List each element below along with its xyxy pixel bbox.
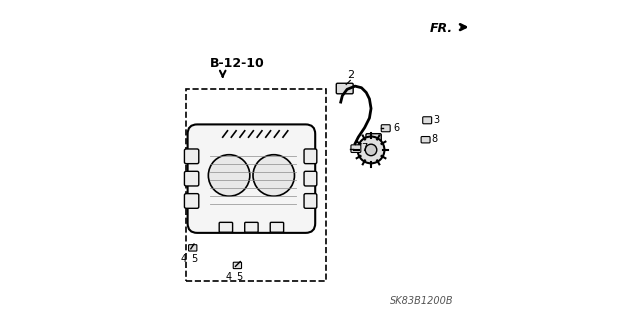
Text: SK83B1200B: SK83B1200B [390,296,454,306]
Text: 5: 5 [191,254,197,263]
FancyBboxPatch shape [184,171,199,186]
FancyBboxPatch shape [189,245,197,251]
Text: 7: 7 [362,143,368,153]
Text: 2: 2 [347,70,354,80]
FancyBboxPatch shape [366,134,381,143]
FancyBboxPatch shape [336,83,353,94]
Text: 4: 4 [226,272,232,282]
FancyBboxPatch shape [304,171,317,186]
Circle shape [365,144,377,156]
FancyBboxPatch shape [304,194,317,208]
Circle shape [358,137,385,163]
FancyBboxPatch shape [188,124,316,233]
FancyBboxPatch shape [304,149,317,164]
FancyBboxPatch shape [233,262,241,269]
Circle shape [253,155,294,196]
Text: 3: 3 [433,115,440,125]
FancyBboxPatch shape [184,194,199,208]
Text: 5: 5 [237,272,243,282]
FancyBboxPatch shape [422,117,431,124]
FancyBboxPatch shape [244,222,258,232]
FancyBboxPatch shape [270,222,284,232]
FancyBboxPatch shape [351,145,361,152]
FancyBboxPatch shape [184,149,199,164]
Text: 6: 6 [394,123,399,133]
FancyBboxPatch shape [421,137,430,143]
Text: 8: 8 [431,134,438,145]
FancyBboxPatch shape [219,222,232,232]
Text: FR.: FR. [429,22,452,35]
Text: 4: 4 [180,254,187,263]
Circle shape [209,155,250,196]
FancyBboxPatch shape [381,125,390,132]
Text: B-12-10: B-12-10 [210,57,265,70]
